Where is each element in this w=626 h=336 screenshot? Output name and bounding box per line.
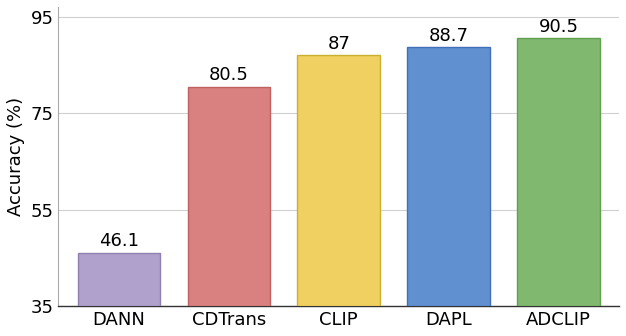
Bar bbox=[78, 253, 160, 306]
Bar bbox=[188, 87, 270, 306]
Bar bbox=[297, 55, 380, 306]
Bar bbox=[517, 38, 600, 306]
Text: 87: 87 bbox=[327, 35, 350, 53]
Bar bbox=[408, 47, 490, 306]
Text: 88.7: 88.7 bbox=[429, 27, 469, 45]
Y-axis label: Accuracy (%): Accuracy (%) bbox=[7, 97, 25, 216]
Text: 46.1: 46.1 bbox=[99, 232, 139, 250]
Text: 80.5: 80.5 bbox=[209, 66, 249, 84]
Text: 90.5: 90.5 bbox=[538, 18, 578, 36]
